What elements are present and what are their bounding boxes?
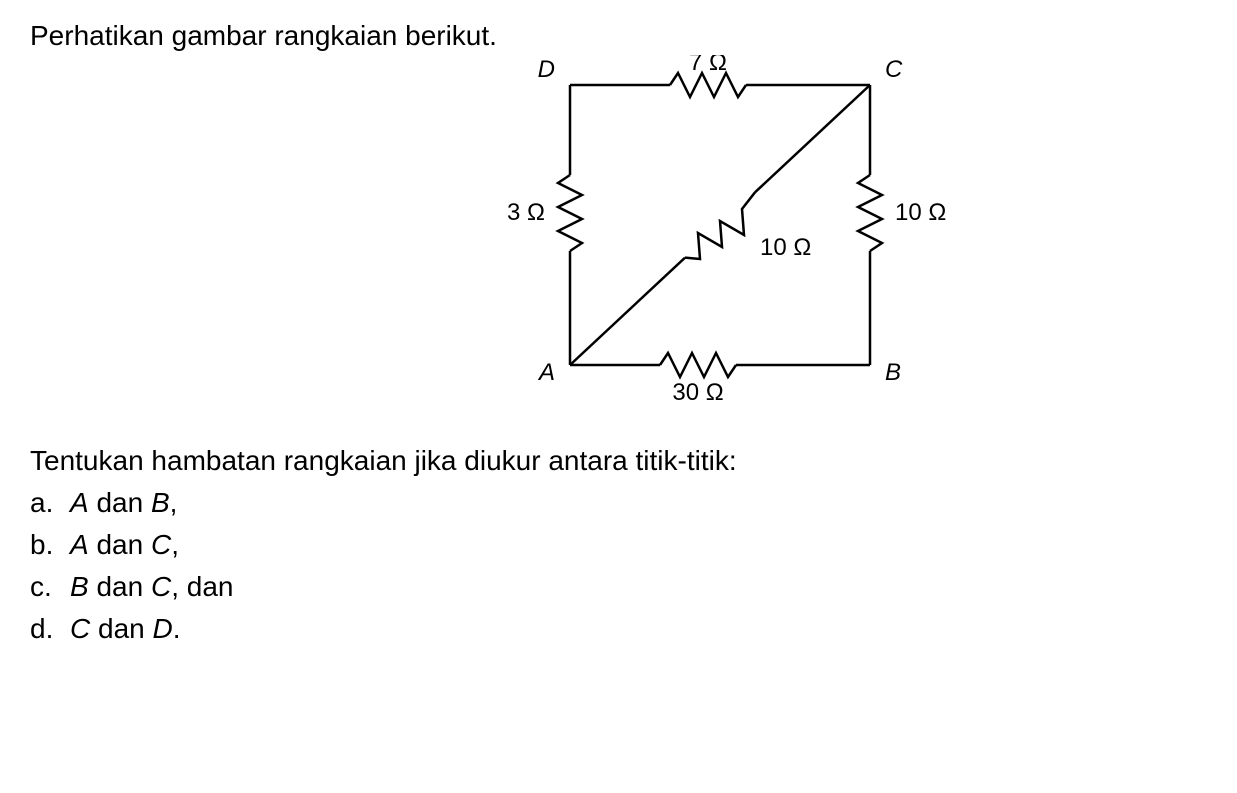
option-a-suffix: , (170, 487, 178, 518)
option-c-node2: C (151, 571, 171, 602)
option-a-label: a. (30, 482, 70, 524)
option-d-node2: D (153, 613, 173, 644)
problem-title: Perhatikan gambar rangkaian berikut. (30, 20, 1207, 52)
edge-DA (558, 85, 582, 365)
resistor-AC-value: 10 Ω (760, 234, 811, 261)
option-b-mid: dan (89, 529, 151, 560)
edge-CB (858, 85, 882, 365)
edge-AB (570, 353, 870, 377)
resistor-AB-value: 30 Ω (672, 379, 723, 406)
question-section: Tentukan hambatan rangkaian jika diukur … (30, 440, 737, 650)
option-b-node2: C (151, 529, 171, 560)
option-b-suffix: , (171, 529, 179, 560)
option-c-node1: B (70, 571, 89, 602)
option-c-label: c. (30, 566, 70, 608)
option-d: d.C dan D. (30, 608, 737, 650)
circuit-diagram: D C A B 7 Ω 3 Ω 10 Ω 10 Ω 30 Ω (500, 55, 1000, 415)
node-B-label: B (885, 359, 901, 386)
node-A-label: A (537, 359, 555, 386)
circuit-svg: D C A B 7 Ω 3 Ω 10 Ω 10 Ω 30 Ω (500, 55, 1000, 415)
edge-AC (570, 85, 870, 365)
option-a-node2: B (151, 487, 170, 518)
option-c-suffix: , dan (171, 571, 233, 602)
option-d-node1: C (70, 613, 90, 644)
option-c: c.B dan C, dan (30, 566, 737, 608)
resistor-DA-value: 3 Ω (507, 199, 545, 226)
option-a-mid: dan (89, 487, 151, 518)
option-d-label: d. (30, 608, 70, 650)
option-a-node1: A (70, 487, 89, 518)
option-b-node1: A (70, 529, 89, 560)
option-d-suffix: . (173, 613, 181, 644)
node-D-label: D (538, 56, 555, 83)
option-b-label: b. (30, 524, 70, 566)
edge-DC (570, 73, 870, 97)
question-prompt: Tentukan hambatan rangkaian jika diukur … (30, 440, 737, 482)
resistor-CB-value: 10 Ω (895, 199, 946, 226)
option-a: a.A dan B, (30, 482, 737, 524)
option-d-mid: dan (90, 613, 152, 644)
resistor-DC-value: 7 Ω (689, 55, 727, 76)
option-c-mid: dan (89, 571, 151, 602)
node-C-label: C (885, 56, 903, 83)
option-b: b.A dan C, (30, 524, 737, 566)
